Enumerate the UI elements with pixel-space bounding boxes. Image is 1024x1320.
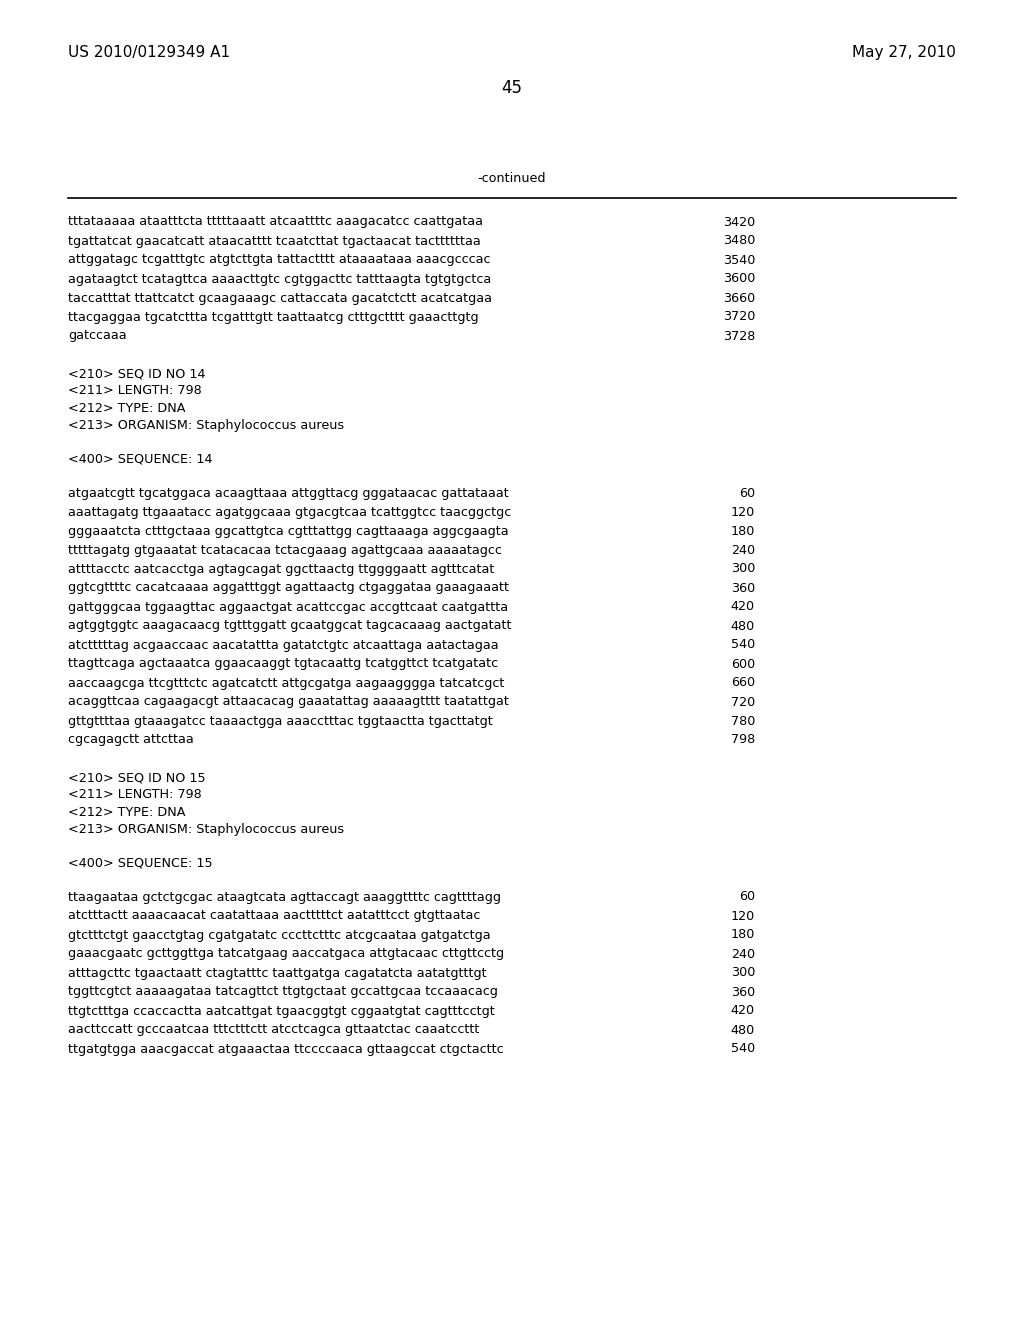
Text: 480: 480 xyxy=(731,1023,755,1036)
Text: May 27, 2010: May 27, 2010 xyxy=(852,45,956,59)
Text: gtctttctgt gaacctgtag cgatgatatc cccttctttc atcgcaataa gatgatctga: gtctttctgt gaacctgtag cgatgatatc cccttct… xyxy=(68,928,490,941)
Text: ttaagaataa gctctgcgac ataagtcata agttaccagt aaaggttttc cagttttagg: ttaagaataa gctctgcgac ataagtcata agttacc… xyxy=(68,891,501,903)
Text: 600: 600 xyxy=(731,657,755,671)
Text: gatccaaa: gatccaaa xyxy=(68,330,127,342)
Text: agtggtggtc aaagacaacg tgtttggatt gcaatggcat tagcacaaag aactgatatt: agtggtggtc aaagacaacg tgtttggatt gcaatgg… xyxy=(68,619,512,632)
Text: 360: 360 xyxy=(731,582,755,594)
Text: 240: 240 xyxy=(731,544,755,557)
Text: tgattatcat gaacatcatt ataacatttt tcaatcttat tgactaacat tacttttttaa: tgattatcat gaacatcatt ataacatttt tcaatct… xyxy=(68,235,480,248)
Text: <212> TYPE: DNA: <212> TYPE: DNA xyxy=(68,401,185,414)
Text: <212> TYPE: DNA: <212> TYPE: DNA xyxy=(68,805,185,818)
Text: atttagcttc tgaactaatt ctagtatttc taattgatga cagatatcta aatatgtttgt: atttagcttc tgaactaatt ctagtatttc taattga… xyxy=(68,966,486,979)
Text: 180: 180 xyxy=(731,524,755,537)
Text: 480: 480 xyxy=(731,619,755,632)
Text: 420: 420 xyxy=(731,1005,755,1018)
Text: aaccaagcga ttcgtttctc agatcatctt attgcgatga aagaagggga tatcatcgct: aaccaagcga ttcgtttctc agatcatctt attgcga… xyxy=(68,676,505,689)
Text: <210> SEQ ID NO 15: <210> SEQ ID NO 15 xyxy=(68,771,206,784)
Text: tttttagatg gtgaaatat tcatacacaa tctacgaaag agattgcaaa aaaaatagcc: tttttagatg gtgaaatat tcatacacaa tctacgaa… xyxy=(68,544,502,557)
Text: ttacgaggaa tgcatcttta tcgatttgtt taattaatcg ctttgctttt gaaacttgtg: ttacgaggaa tgcatcttta tcgatttgtt taattaa… xyxy=(68,310,478,323)
Text: 3660: 3660 xyxy=(723,292,755,305)
Text: 720: 720 xyxy=(731,696,755,709)
Text: attttacctc aatcacctga agtagcagat ggcttaactg ttggggaatt agtttcatat: attttacctc aatcacctga agtagcagat ggcttaa… xyxy=(68,562,495,576)
Text: 120: 120 xyxy=(731,506,755,519)
Text: acaggttcaa cagaagacgt attaacacag gaaatattag aaaaagtttt taatattgat: acaggttcaa cagaagacgt attaacacag gaaatat… xyxy=(68,696,509,709)
Text: aacttccatt gcccaatcaa tttctttctt atcctcagca gttaatctac caaatccttt: aacttccatt gcccaatcaa tttctttctt atcctca… xyxy=(68,1023,479,1036)
Text: 60: 60 xyxy=(739,487,755,499)
Text: ttagttcaga agctaaatca ggaacaaggt tgtacaattg tcatggttct tcatgatatc: ttagttcaga agctaaatca ggaacaaggt tgtacaa… xyxy=(68,657,498,671)
Text: ggtcgttttc cacatcaaaa aggatttggt agattaactg ctgaggataa gaaagaaatt: ggtcgttttc cacatcaaaa aggatttggt agattaa… xyxy=(68,582,509,594)
Text: 660: 660 xyxy=(731,676,755,689)
Text: gggaaatcta ctttgctaaa ggcattgtca cgtttattgg cagttaaaga aggcgaagta: gggaaatcta ctttgctaaa ggcattgtca cgtttat… xyxy=(68,524,509,537)
Text: 420: 420 xyxy=(731,601,755,614)
Text: 798: 798 xyxy=(731,734,755,747)
Text: <400> SEQUENCE: 15: <400> SEQUENCE: 15 xyxy=(68,857,213,870)
Text: <211> LENGTH: 798: <211> LENGTH: 798 xyxy=(68,384,202,397)
Text: 240: 240 xyxy=(731,948,755,961)
Text: gaaacgaatc gcttggttga tatcatgaag aaccatgaca attgtacaac cttgttcctg: gaaacgaatc gcttggttga tatcatgaag aaccatg… xyxy=(68,948,504,961)
Text: <213> ORGANISM: Staphylococcus aureus: <213> ORGANISM: Staphylococcus aureus xyxy=(68,822,344,836)
Text: 3720: 3720 xyxy=(723,310,755,323)
Text: 3540: 3540 xyxy=(723,253,755,267)
Text: 3600: 3600 xyxy=(723,272,755,285)
Text: 180: 180 xyxy=(731,928,755,941)
Text: gttgttttaa gtaaagatcc taaaactgga aaacctttac tggtaactta tgacttatgt: gttgttttaa gtaaagatcc taaaactgga aaacctt… xyxy=(68,714,493,727)
Text: 60: 60 xyxy=(739,891,755,903)
Text: -continued: -continued xyxy=(478,172,546,185)
Text: atctttactt aaaacaacat caatattaaa aactttttct aatatttcct gtgttaatac: atctttactt aaaacaacat caatattaaa aactttt… xyxy=(68,909,480,923)
Text: <213> ORGANISM: Staphylococcus aureus: <213> ORGANISM: Staphylococcus aureus xyxy=(68,418,344,432)
Text: 540: 540 xyxy=(731,1043,755,1056)
Text: <210> SEQ ID NO 14: <210> SEQ ID NO 14 xyxy=(68,367,206,380)
Text: 300: 300 xyxy=(731,562,755,576)
Text: 540: 540 xyxy=(731,639,755,652)
Text: 360: 360 xyxy=(731,986,755,998)
Text: 45: 45 xyxy=(502,79,522,96)
Text: <400> SEQUENCE: 14: <400> SEQUENCE: 14 xyxy=(68,453,213,466)
Text: tggttcgtct aaaaagataa tatcagttct ttgtgctaat gccattgcaa tccaaacacg: tggttcgtct aaaaagataa tatcagttct ttgtgct… xyxy=(68,986,498,998)
Text: 3420: 3420 xyxy=(723,215,755,228)
Text: taccatttat ttattcatct gcaagaaagc cattaccata gacatctctt acatcatgaa: taccatttat ttattcatct gcaagaaagc cattacc… xyxy=(68,292,492,305)
Text: 120: 120 xyxy=(731,909,755,923)
Text: ttgtctttga ccaccactta aatcattgat tgaacggtgt cggaatgtat cagtttcctgt: ttgtctttga ccaccactta aatcattgat tgaacgg… xyxy=(68,1005,495,1018)
Text: agataagtct tcatagttca aaaacttgtc cgtggacttc tatttaagta tgtgtgctca: agataagtct tcatagttca aaaacttgtc cgtggac… xyxy=(68,272,492,285)
Text: 780: 780 xyxy=(731,714,755,727)
Text: 3728: 3728 xyxy=(723,330,755,342)
Text: tttataaaaa ataatttcta tttttaaatt atcaattttc aaagacatcc caattgataa: tttataaaaa ataatttcta tttttaaatt atcaatt… xyxy=(68,215,483,228)
Text: atctttttag acgaaccaac aacatattta gatatctgtc atcaattaga aatactagaa: atctttttag acgaaccaac aacatattta gatatct… xyxy=(68,639,499,652)
Text: atgaatcgtt tgcatggaca acaagttaaa attggttacg gggataacac gattataaat: atgaatcgtt tgcatggaca acaagttaaa attggtt… xyxy=(68,487,509,499)
Text: US 2010/0129349 A1: US 2010/0129349 A1 xyxy=(68,45,230,59)
Text: ttgatgtgga aaacgaccat atgaaactaa ttccccaaca gttaagccat ctgctacttc: ttgatgtgga aaacgaccat atgaaactaa ttcccca… xyxy=(68,1043,504,1056)
Text: 300: 300 xyxy=(731,966,755,979)
Text: attggatagc tcgatttgtc atgtcttgta tattactttt ataaaataaa aaacgcccac: attggatagc tcgatttgtc atgtcttgta tattact… xyxy=(68,253,490,267)
Text: gattgggcaa tggaagttac aggaactgat acattccgac accgttcaat caatgattta: gattgggcaa tggaagttac aggaactgat acattcc… xyxy=(68,601,508,614)
Text: <211> LENGTH: 798: <211> LENGTH: 798 xyxy=(68,788,202,801)
Text: 3480: 3480 xyxy=(723,235,755,248)
Text: aaattagatg ttgaaatacc agatggcaaa gtgacgtcaa tcattggtcc taacggctgc: aaattagatg ttgaaatacc agatggcaaa gtgacgt… xyxy=(68,506,511,519)
Text: cgcagagctt attcttaa: cgcagagctt attcttaa xyxy=(68,734,194,747)
